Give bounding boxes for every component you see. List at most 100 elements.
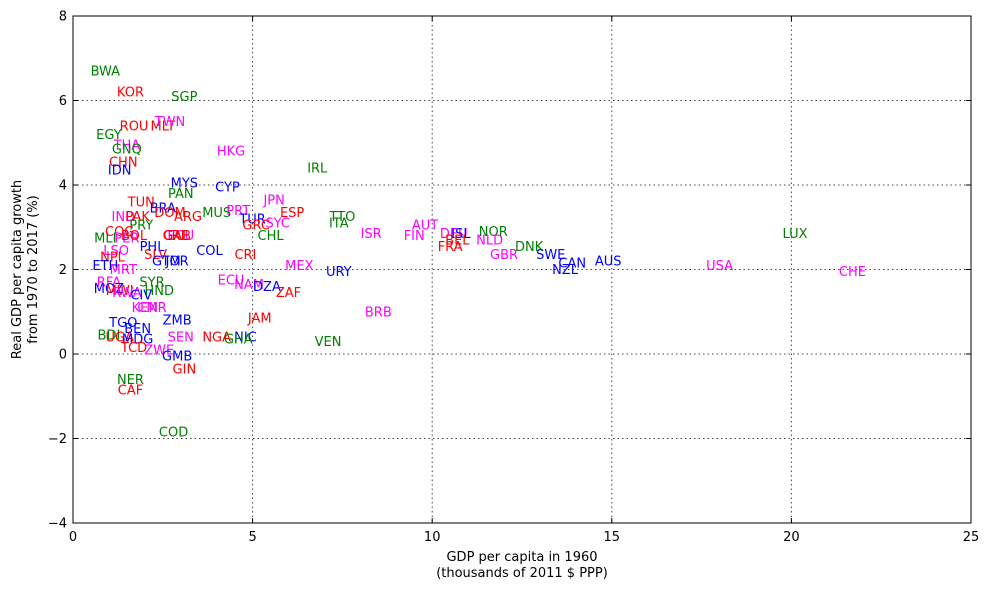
point-label-gha: GHA [224,333,253,348]
point-label-cri: CRI [234,248,256,263]
point-label-bel: BEL [445,233,470,248]
point-label-kor: KOR [117,86,144,101]
point-label-chl: CHL [258,229,285,244]
point-label-che: CHE [839,265,866,280]
point-label-ken: KEN [132,301,158,316]
point-label-arg: ARG [174,210,202,225]
point-label-fra: FRA [438,240,463,255]
point-label-sgp: SGP [171,90,197,105]
point-label-bra: BRA [150,202,176,217]
y-tick-label: −4 [48,517,67,532]
point-label-nam: NAM [234,278,264,293]
point-label-mli: MLI [94,231,116,246]
point-label-slv: SLV [144,248,167,263]
point-label-ita: ITA [329,217,349,232]
point-label-aut: AUT [412,219,438,234]
point-label-mus: MUS [202,206,231,221]
point-label-ner: NER [117,373,144,388]
point-label-bol: BOL [121,229,148,244]
point-label-ind: IND [111,210,135,225]
point-label-zmb: ZMB [163,314,192,329]
point-label-jam: JAM [247,312,272,327]
point-label-grc: GRC [242,219,270,234]
point-label-dza: DZA [253,280,281,295]
point-label-hkg: HKG [217,145,245,160]
point-label-rou: ROU [120,119,149,134]
point-label-syc: SYC [265,217,290,232]
point-label-eth: ETH [92,259,118,274]
plot-frame [72,15,972,524]
point-label-twn: TWN [154,115,186,130]
point-label-zaf: ZAF [276,286,301,301]
point-label-pan: PAN [168,187,194,202]
point-label-deu: DEU [440,227,468,242]
x-tick-label: 10 [424,530,441,545]
point-label-dom: DOM [154,206,185,221]
point-label-gtm: GTM [152,255,181,270]
point-label-mlt: MLT [150,119,175,134]
grid-lines [73,16,971,523]
point-label-cog: COG [105,225,134,240]
point-label-tur: TUR [238,212,266,227]
y-axis-label-unit: from 1970 to 2017 (%) [26,195,41,344]
point-label-pak: PAK [125,210,150,225]
y-tick-label: −2 [48,432,67,447]
point-label-hnd: HND [144,284,174,299]
point-label-gmb: GMB [162,350,192,365]
point-label-rfa: RFA [97,276,121,291]
point-label-mwi: MWI [106,284,134,299]
y-tick-label: 2 [59,263,67,278]
point-label-mex: MEX [285,259,313,274]
y-axis-label: Real GDP per capita growth [10,180,25,359]
point-label-tun: TUN [127,195,155,210]
point-label-jpn: JPN [262,193,284,208]
point-label-nga: NGA [202,331,231,346]
point-label-ury: URY [326,265,352,280]
x-tick-label: 15 [604,530,621,545]
point-label-nor: NOR [479,225,508,240]
y-tick-label: 0 [59,348,67,363]
point-label-isr: ISR [361,227,382,242]
point-label-per: PER [114,231,139,246]
x-axis-label: GDP per capita in 1960 [446,550,597,565]
point-label-esp: ESP [280,206,304,221]
point-label-irl: IRL [307,162,328,177]
point-label-uga: UGA [105,331,134,346]
point-label-egy: EGY [96,128,122,143]
point-label-tto: TTO [328,210,355,225]
point-label-gab: GAB [163,229,191,244]
point-label-sen: SEN [168,331,194,346]
point-label-npl: NPL [100,250,126,265]
x-tick-label: 0 [69,530,77,545]
point-label-bdi: BDI [98,328,121,343]
point-label-lso: LSO [103,244,129,259]
point-label-ecu: ECU [167,229,194,244]
point-label-bwa: BWA [91,64,121,79]
point-label-moz: MOZ [94,282,124,297]
x-axis-ticks: 0 5 10 15 20 25 [69,16,979,545]
point-label-chn: CHN [109,155,138,170]
point-label-usa: USA [706,259,733,274]
point-label-gin: GIN [173,362,197,377]
point-label-pry: PRY [129,219,153,234]
point-label-gnq: GNQ [112,143,142,158]
point-label-can: CAN [558,257,586,272]
point-label-cyp: CYP [215,181,240,196]
point-label-isl: ISL [451,227,471,242]
y-axis-ticks: −4 −2 0 2 4 6 8 [48,10,971,532]
point-label-prt: PRT [226,204,250,219]
y-tick-label: 4 [59,179,67,194]
point-label-fin: FIN [404,229,425,244]
point-label-ben: BEN [124,322,151,337]
point-label-tha: THA [113,138,141,153]
point-label-cmr: CMR [137,301,166,316]
x-tick-label: 25 [963,530,980,545]
point-label-syr: SYR [139,276,164,291]
point-label-brb: BRB [365,305,392,320]
point-label-idn: IDN [108,164,132,179]
x-axis-label-unit: (thousands of 2011 $ PPP) [436,566,608,581]
point-label-jor: JOR [165,255,189,270]
point-label-rwa: RWA [112,286,142,301]
